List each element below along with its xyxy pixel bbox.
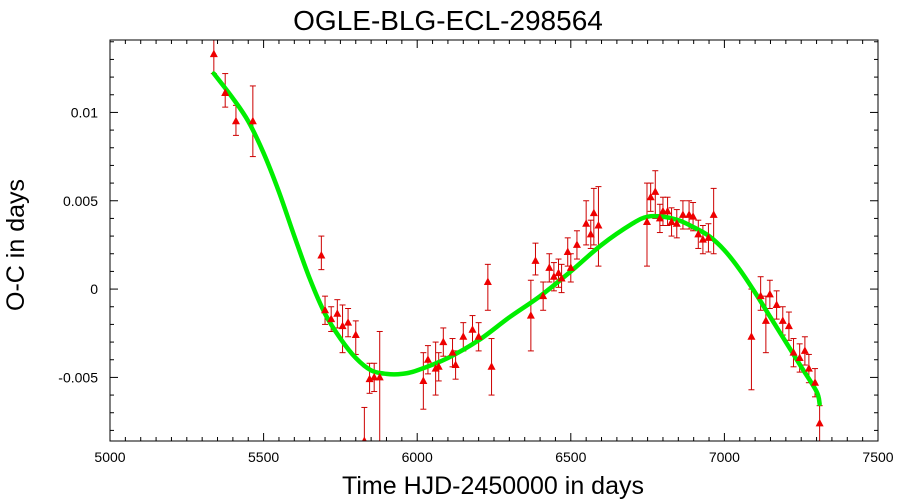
data-point bbox=[594, 220, 603, 229]
data-point bbox=[704, 233, 713, 241]
data-point bbox=[375, 372, 384, 381]
data-point bbox=[772, 300, 781, 308]
y-tick-label: -0.005 bbox=[58, 369, 98, 385]
data-point bbox=[694, 229, 703, 238]
plot-frame bbox=[109, 39, 879, 442]
data-point bbox=[811, 378, 820, 386]
data-point bbox=[487, 362, 496, 370]
data-point bbox=[566, 263, 575, 271]
data-point bbox=[761, 316, 770, 324]
data-point bbox=[804, 364, 813, 372]
data-point bbox=[800, 346, 809, 354]
data-point bbox=[557, 273, 566, 282]
data-point bbox=[434, 362, 443, 370]
data-point bbox=[678, 210, 687, 218]
data-point bbox=[221, 88, 230, 96]
data-point bbox=[338, 321, 347, 330]
data-point bbox=[526, 311, 535, 319]
data-point bbox=[370, 372, 379, 381]
data-point bbox=[351, 330, 360, 339]
y-axis-label: O-C in days bbox=[2, 179, 30, 311]
x-tick-label: 7000 bbox=[709, 449, 740, 465]
data-point bbox=[321, 305, 330, 314]
data-point bbox=[651, 187, 660, 195]
data-point bbox=[474, 332, 483, 340]
data-point bbox=[667, 217, 676, 225]
data-point bbox=[778, 316, 787, 324]
data-point bbox=[563, 247, 572, 255]
data-point bbox=[655, 213, 664, 222]
data-point bbox=[545, 263, 554, 271]
data-point bbox=[784, 321, 793, 330]
data-point bbox=[795, 353, 804, 361]
data-point bbox=[689, 212, 698, 220]
y-tick-label: 0.005 bbox=[63, 193, 98, 209]
data-point bbox=[423, 355, 432, 363]
fit-curve-layer bbox=[211, 71, 822, 407]
x-tick-label: 6500 bbox=[555, 449, 586, 465]
data-point bbox=[756, 291, 765, 300]
data-point bbox=[209, 49, 218, 58]
data-point bbox=[709, 210, 718, 218]
data-point bbox=[549, 272, 558, 280]
tick-labels: 5000 5500 6000 6500 7000 7500 -0.005 0 0.005 0.01 bbox=[58, 104, 893, 465]
x-tick-label: 6000 bbox=[402, 449, 433, 465]
data-point bbox=[451, 360, 460, 369]
x-tick-label: 5500 bbox=[248, 449, 279, 465]
data-point bbox=[642, 217, 651, 225]
data-point bbox=[646, 192, 655, 201]
x-tick-label: 7500 bbox=[862, 449, 893, 465]
data-point bbox=[554, 268, 563, 277]
data-point bbox=[586, 229, 595, 238]
data-point bbox=[419, 376, 428, 384]
chart-title: OGLE-BLG-ECL-298564 bbox=[293, 5, 603, 36]
data-point bbox=[448, 348, 457, 356]
data-point bbox=[572, 240, 581, 248]
data-point bbox=[327, 314, 336, 323]
data-point bbox=[344, 318, 353, 326]
y-tick-label: 0 bbox=[90, 281, 98, 297]
data-point bbox=[747, 332, 756, 340]
data-point bbox=[439, 337, 448, 346]
data-point bbox=[672, 219, 681, 227]
data-point bbox=[589, 208, 598, 217]
data-point bbox=[789, 348, 798, 356]
data-point bbox=[765, 289, 774, 298]
data-point bbox=[531, 256, 540, 264]
x-tick-label: 5000 bbox=[94, 449, 125, 465]
data-points bbox=[209, 49, 824, 441]
data-point bbox=[361, 436, 367, 441]
data-point bbox=[663, 206, 672, 215]
data-point bbox=[483, 277, 492, 286]
data-point bbox=[459, 332, 468, 340]
x-axis-label: Time HJD-2450000 in days bbox=[342, 472, 644, 500]
data-point bbox=[815, 418, 824, 427]
data-point bbox=[582, 219, 591, 227]
fit-curve bbox=[211, 71, 822, 407]
data-point bbox=[231, 116, 240, 125]
y-tick-label: 0.01 bbox=[71, 104, 98, 120]
data-point bbox=[248, 116, 257, 125]
data-point bbox=[468, 325, 477, 333]
data-point bbox=[539, 291, 548, 300]
data-point bbox=[333, 309, 342, 317]
data-point bbox=[317, 251, 326, 259]
